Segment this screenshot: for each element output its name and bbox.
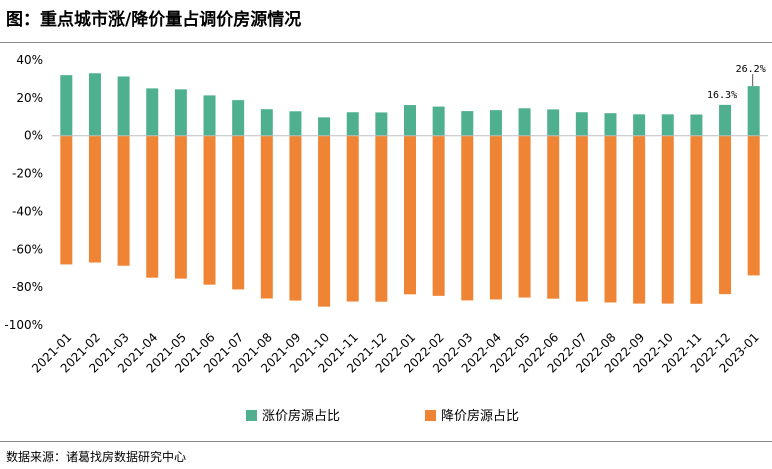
fall-bar	[489, 135, 502, 300]
fall-bar	[88, 135, 101, 263]
rise-bar	[489, 110, 502, 136]
fall-bar	[747, 135, 760, 276]
rise-bar	[747, 86, 760, 136]
legend-swatch-rise	[246, 410, 257, 421]
legend-label-fall: 降价房源占比	[441, 408, 519, 424]
fall-bar	[432, 135, 445, 296]
fall-bar	[174, 135, 187, 279]
rise-bar	[60, 75, 73, 136]
rise-bar	[432, 106, 445, 136]
y-tick-label: -80%	[12, 280, 43, 294]
rise-bar	[633, 114, 646, 136]
fall-bar	[117, 135, 130, 266]
data-label: 16.3%	[707, 90, 737, 101]
rise-bar	[547, 109, 560, 136]
rise-bar	[203, 95, 216, 136]
bars	[60, 73, 760, 307]
y-axis: 40% 20% 0% -20% -40% -60% -80% -100%	[4, 53, 43, 332]
rise-bar	[604, 113, 617, 136]
fall-bar	[232, 135, 245, 290]
y-tick-label: 20%	[16, 91, 43, 105]
legend-label-rise: 涨价房源占比	[262, 408, 340, 424]
rise-bar	[575, 112, 588, 136]
fall-bar	[690, 135, 703, 304]
y-tick-label: -60%	[12, 242, 43, 256]
fall-bar	[60, 135, 73, 265]
source-note: 数据来源：诸葛找房数据研究中心	[6, 450, 187, 464]
fall-bar	[604, 135, 617, 303]
rise-bar	[117, 76, 130, 136]
rise-bar	[346, 112, 359, 136]
rise-bar	[404, 105, 416, 136]
fall-bar	[318, 135, 331, 307]
y-tick-label: 40%	[16, 53, 43, 67]
fall-bar	[289, 135, 302, 301]
footer-divider	[0, 441, 772, 442]
fall-bar	[346, 135, 359, 302]
fall-bar	[203, 135, 216, 285]
rise-bar	[690, 114, 703, 136]
y-tick-label: -40%	[12, 204, 43, 218]
rise-bar	[174, 89, 187, 136]
fall-bar	[260, 135, 273, 299]
fall-bar	[547, 135, 560, 299]
x-axis: 2021-012021-022021-032021-042021-052021-…	[29, 330, 762, 375]
data-labels: 16.3% 26.2%	[707, 64, 766, 101]
fall-bar	[518, 135, 531, 298]
data-label: 26.2%	[736, 64, 766, 75]
rise-bar	[289, 111, 302, 136]
rise-bar	[719, 104, 732, 136]
rise-bar	[661, 114, 674, 136]
fall-bar	[461, 135, 474, 301]
y-tick-label: -20%	[12, 167, 43, 181]
legend: 涨价房源占比 降价房源占比	[246, 408, 519, 424]
page-title: 图：重点城市涨/降价量占调价房源情况	[6, 10, 302, 30]
legend-swatch-fall	[425, 410, 436, 421]
fall-bar	[575, 135, 588, 302]
rise-bar	[375, 112, 388, 136]
rise-bar	[518, 108, 531, 136]
rise-bar	[260, 109, 273, 136]
rise-bar	[318, 117, 331, 136]
title-divider	[0, 42, 772, 43]
fall-bar	[375, 135, 388, 302]
rise-bar	[88, 73, 101, 136]
rise-bar	[461, 111, 474, 136]
fall-bar	[146, 135, 159, 278]
fall-bar	[661, 135, 674, 304]
fall-bar	[633, 135, 646, 304]
fall-bar	[719, 135, 732, 295]
fall-bar	[404, 135, 416, 295]
y-tick-label: -100%	[4, 318, 43, 332]
rise-bar	[232, 100, 245, 136]
y-tick-label: 0%	[24, 129, 43, 143]
rise-bar	[146, 88, 159, 136]
